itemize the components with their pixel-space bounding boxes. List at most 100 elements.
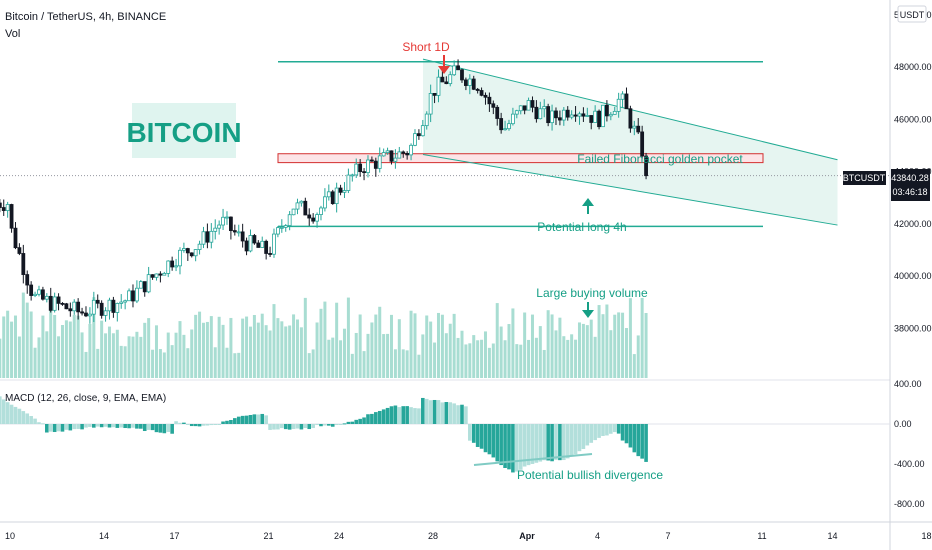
candle	[303, 200, 308, 216]
candle	[197, 243, 202, 250]
volume-bar	[319, 308, 323, 378]
candle	[342, 190, 347, 193]
volume-bar	[585, 325, 589, 378]
volume-label: Vol	[5, 28, 20, 40]
macd-bar	[21, 411, 26, 424]
macd-bar	[562, 424, 566, 461]
volume-bar	[139, 336, 143, 378]
price-tag: BTCUSDT 43840.28 03:46:18	[843, 169, 930, 201]
macd-bar	[464, 406, 468, 424]
candle	[338, 187, 343, 193]
candle	[416, 133, 421, 137]
volume-bar	[456, 337, 460, 378]
volume-bar	[217, 316, 221, 378]
volume-bar	[550, 314, 554, 378]
channel-fill	[423, 59, 838, 226]
x-tick-label: 10	[5, 531, 15, 541]
candle	[561, 109, 566, 121]
macd-bar	[546, 424, 550, 461]
volume-bar	[515, 344, 519, 378]
macd-bar	[88, 424, 92, 427]
macd-bar	[72, 424, 77, 430]
candle	[115, 303, 120, 313]
volume-bar	[37, 337, 41, 378]
candle	[389, 150, 394, 162]
short-annotation: Short 1D	[402, 40, 450, 54]
volume-bar	[593, 336, 597, 378]
currency-button[interactable]: USDT	[897, 5, 927, 23]
x-tick-label: 14	[99, 531, 109, 541]
volume-bar	[311, 349, 315, 378]
volume-bar	[570, 334, 574, 378]
candle	[585, 115, 590, 117]
macd-bar	[401, 406, 406, 424]
candle	[150, 274, 155, 278]
overlays-layer	[438, 55, 594, 466]
candle	[5, 204, 10, 211]
volume-bar	[154, 325, 158, 378]
candle	[467, 78, 472, 86]
countdown: 03:46:18	[892, 187, 927, 197]
volume-bar	[433, 342, 437, 378]
candle	[33, 293, 37, 296]
candle	[80, 311, 84, 314]
macd-bar	[319, 424, 323, 427]
macd-bar	[612, 424, 617, 433]
volume-bar	[393, 349, 397, 378]
volume-bar	[530, 314, 534, 378]
y-axis[interactable]: 50000.0048000.0046000.0044000.0042000.00…	[894, 10, 932, 509]
candle	[134, 287, 139, 302]
macd-bar	[37, 422, 41, 424]
candle	[158, 273, 163, 276]
x-axis[interactable]: 101417212428Apr4711141821	[5, 531, 932, 541]
macd-bar	[358, 418, 362, 424]
volume-bar	[366, 333, 370, 378]
volume-bar	[527, 339, 531, 378]
volume-bar	[440, 314, 444, 378]
macd-bar	[491, 424, 496, 458]
candle	[21, 253, 26, 275]
candle	[17, 247, 22, 254]
macd-bar	[628, 424, 633, 448]
candle	[95, 299, 100, 304]
volume-bar	[162, 352, 166, 378]
volume-bar	[444, 333, 448, 378]
volume-bar	[417, 354, 421, 378]
volume-bar	[248, 326, 252, 378]
volume-bar	[597, 305, 601, 378]
macd-bar	[601, 424, 605, 436]
candle	[636, 125, 641, 133]
candle	[84, 312, 88, 317]
candle	[64, 303, 69, 310]
pair-label: BTCUSDT	[843, 173, 886, 183]
candle	[530, 100, 535, 108]
macd-bar	[640, 424, 644, 459]
macd-bar	[64, 424, 69, 430]
macd-bar	[29, 416, 33, 424]
candle	[448, 74, 453, 85]
candle	[44, 295, 49, 300]
macd-bar	[417, 408, 421, 424]
volume-bar	[178, 321, 182, 378]
macd-bar	[193, 424, 198, 427]
candle	[138, 281, 143, 289]
candle	[518, 105, 523, 112]
candle	[131, 290, 135, 302]
macd-bar	[526, 424, 531, 466]
macd-bar	[115, 424, 120, 428]
candle	[393, 157, 398, 162]
volume-bar	[13, 315, 17, 378]
macd-bar	[240, 415, 245, 424]
candle	[487, 96, 492, 105]
volume-bar	[624, 328, 628, 378]
macd-bar	[413, 408, 417, 424]
macd-bar	[483, 424, 488, 453]
volume-bar	[256, 322, 260, 378]
volume-bar	[397, 319, 401, 378]
macd-bar	[170, 424, 174, 434]
volume-bar	[233, 353, 237, 378]
candle	[236, 231, 241, 234]
volume-bar	[562, 336, 566, 378]
macd-bar	[511, 424, 515, 473]
